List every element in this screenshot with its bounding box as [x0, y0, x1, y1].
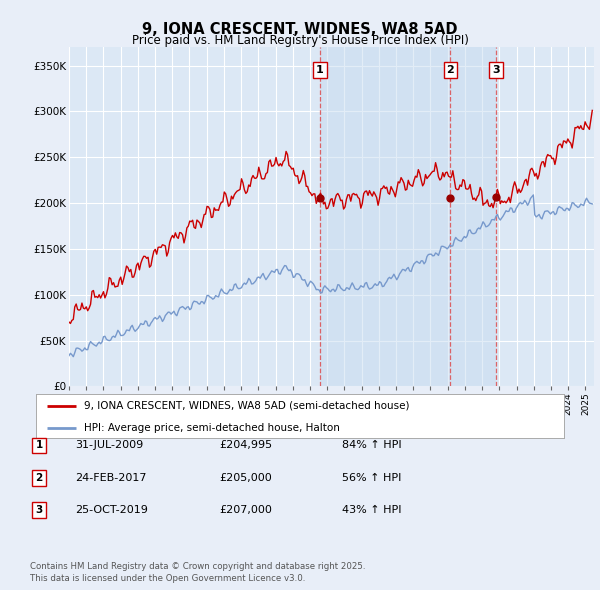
Text: 2: 2	[35, 473, 43, 483]
Text: 24-FEB-2017: 24-FEB-2017	[75, 473, 146, 483]
Text: 31-JUL-2009: 31-JUL-2009	[75, 441, 143, 450]
Text: £205,000: £205,000	[219, 473, 272, 483]
Text: 1: 1	[316, 65, 324, 75]
Text: 25-OCT-2019: 25-OCT-2019	[75, 506, 148, 515]
Text: 1: 1	[35, 441, 43, 450]
Text: £207,000: £207,000	[219, 506, 272, 515]
Text: 84% ↑ HPI: 84% ↑ HPI	[342, 441, 401, 450]
Bar	[320, 47, 496, 386]
Text: 9, IONA CRESCENT, WIDNES, WA8 5AD (semi-detached house): 9, IONA CRESCENT, WIDNES, WA8 5AD (semi-…	[83, 401, 409, 411]
Text: 56% ↑ HPI: 56% ↑ HPI	[342, 473, 401, 483]
Text: Price paid vs. HM Land Registry's House Price Index (HPI): Price paid vs. HM Land Registry's House …	[131, 34, 469, 47]
Text: 2: 2	[446, 65, 454, 75]
Text: 43% ↑ HPI: 43% ↑ HPI	[342, 506, 401, 515]
Text: 3: 3	[492, 65, 500, 75]
Text: £204,995: £204,995	[219, 441, 272, 450]
Text: HPI: Average price, semi-detached house, Halton: HPI: Average price, semi-detached house,…	[83, 423, 340, 433]
Text: Contains HM Land Registry data © Crown copyright and database right 2025.
This d: Contains HM Land Registry data © Crown c…	[30, 562, 365, 583]
Text: 3: 3	[35, 506, 43, 515]
Text: 9, IONA CRESCENT, WIDNES, WA8 5AD: 9, IONA CRESCENT, WIDNES, WA8 5AD	[142, 22, 458, 37]
